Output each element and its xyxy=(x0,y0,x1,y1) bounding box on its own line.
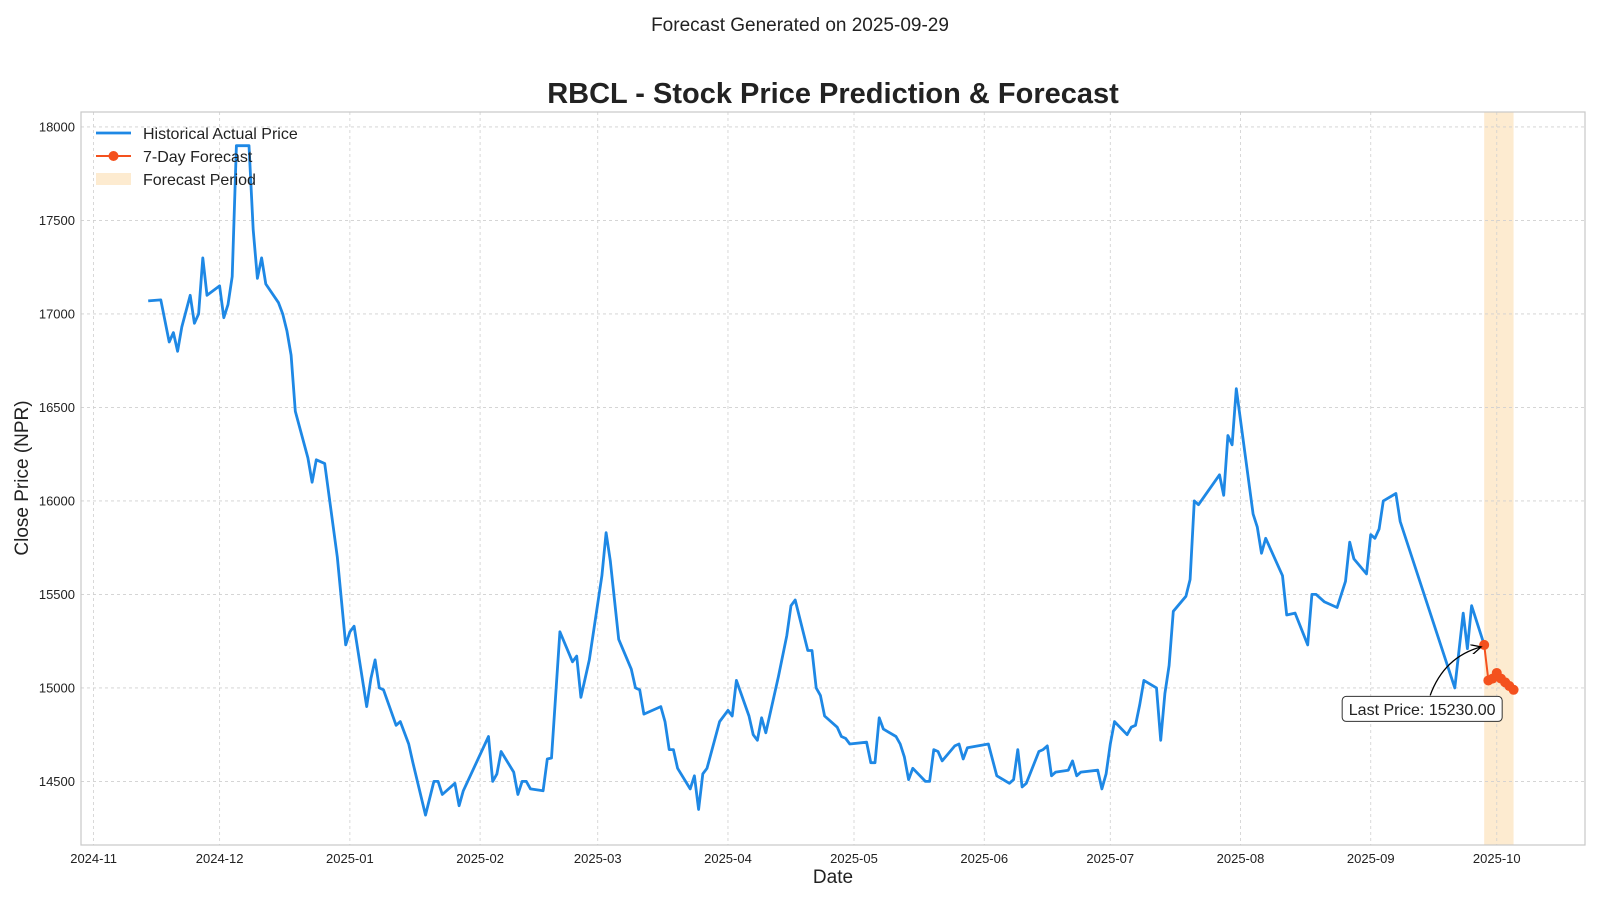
legend-label-forecast: 7-Day Forecast xyxy=(143,149,253,166)
x-tick-label: 2025-06 xyxy=(960,851,1008,866)
legend-label-historical: Historical Actual Price xyxy=(143,126,298,143)
y-tick-label: 17000 xyxy=(39,306,75,321)
annotation-box xyxy=(1341,695,1503,722)
x-tick-label: 2025-10 xyxy=(1473,851,1521,866)
legend-swatch-forecast-period xyxy=(96,173,131,185)
forecast-point xyxy=(1479,639,1490,650)
x-tick-label: 2025-02 xyxy=(456,851,504,866)
x-tick-label: 2024-12 xyxy=(196,851,244,866)
y-tick-label: 18000 xyxy=(39,119,75,134)
figure-suptitle: Forecast Generated on 2025-09-29 xyxy=(651,15,949,36)
y-tick-label: 16500 xyxy=(39,400,75,415)
annotation-last-price: Last Price: 15230.00 xyxy=(1349,702,1496,719)
legend-label-forecast-period: Forecast Period xyxy=(143,172,256,189)
forecast-point xyxy=(1508,684,1519,695)
x-axis-label: Date xyxy=(813,867,853,888)
historical-price-line xyxy=(148,144,1486,817)
y-tick-label: 17500 xyxy=(39,213,75,228)
y-tick-label: 16000 xyxy=(39,493,75,508)
legend: Historical Actual Price 7-Day Forecast F… xyxy=(96,126,298,189)
x-tick-label: 2025-05 xyxy=(830,851,878,866)
x-tick-label: 2025-04 xyxy=(704,851,752,866)
forecast-period-band xyxy=(1484,112,1514,845)
y-axis-label: Close Price (NPR) xyxy=(12,400,33,555)
plot-area-frame xyxy=(80,111,1586,846)
annotation-arrow xyxy=(1429,647,1481,696)
x-tick-label: 2025-07 xyxy=(1086,851,1134,866)
y-tick-label: 15000 xyxy=(39,680,75,695)
x-tick-label: 2025-09 xyxy=(1347,851,1395,866)
legend-swatch-forecast-marker xyxy=(108,151,119,161)
x-tick-label: 2025-08 xyxy=(1217,851,1265,866)
x-tick-label: 2025-03 xyxy=(574,851,622,866)
x-tick-label: 2025-01 xyxy=(326,851,374,866)
chart-title: RBCL - Stock Price Prediction & Forecast xyxy=(547,78,1119,110)
y-tick-label: 15500 xyxy=(39,587,75,602)
y-tick-label: 14500 xyxy=(39,774,75,789)
x-tick-label: 2024-11 xyxy=(70,851,117,866)
